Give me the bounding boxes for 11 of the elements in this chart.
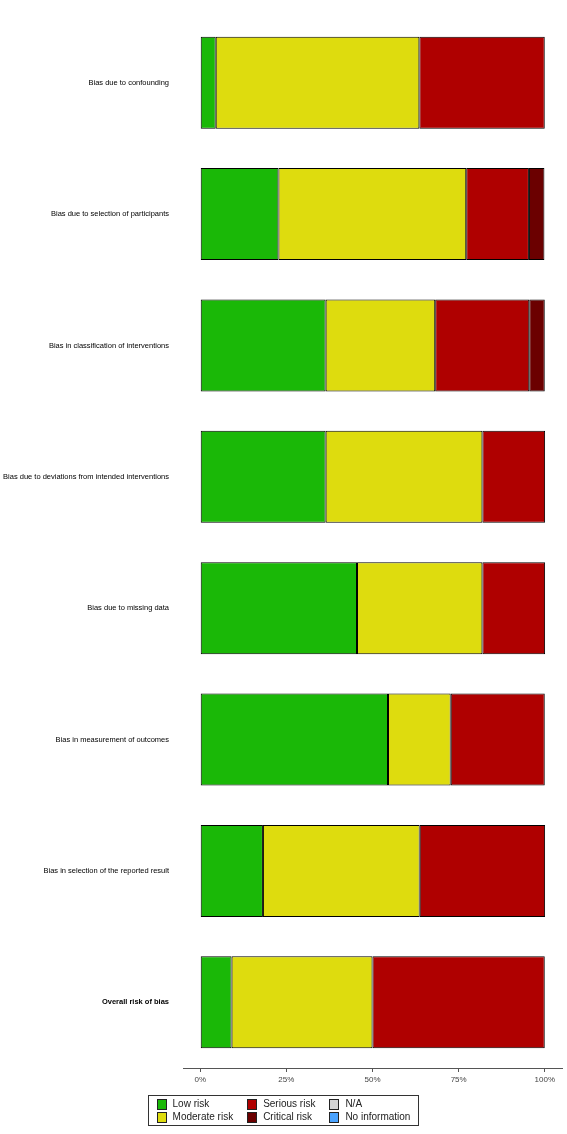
x-tick-label: 50% xyxy=(364,1075,381,1084)
legend-label: N/A xyxy=(345,1098,363,1110)
x-tick-label: 0% xyxy=(194,1075,207,1084)
x-tick-label: 75% xyxy=(450,1075,467,1084)
x-tick-label: 100% xyxy=(534,1075,556,1084)
legend-label: Low risk xyxy=(172,1098,210,1110)
legend-label: Critical risk xyxy=(263,1111,313,1123)
legend-label: Moderate risk xyxy=(172,1111,234,1123)
legend-label: No information xyxy=(345,1111,411,1123)
legend-label: Serious risk xyxy=(263,1098,316,1110)
x-tick-label: 25% xyxy=(278,1075,295,1084)
